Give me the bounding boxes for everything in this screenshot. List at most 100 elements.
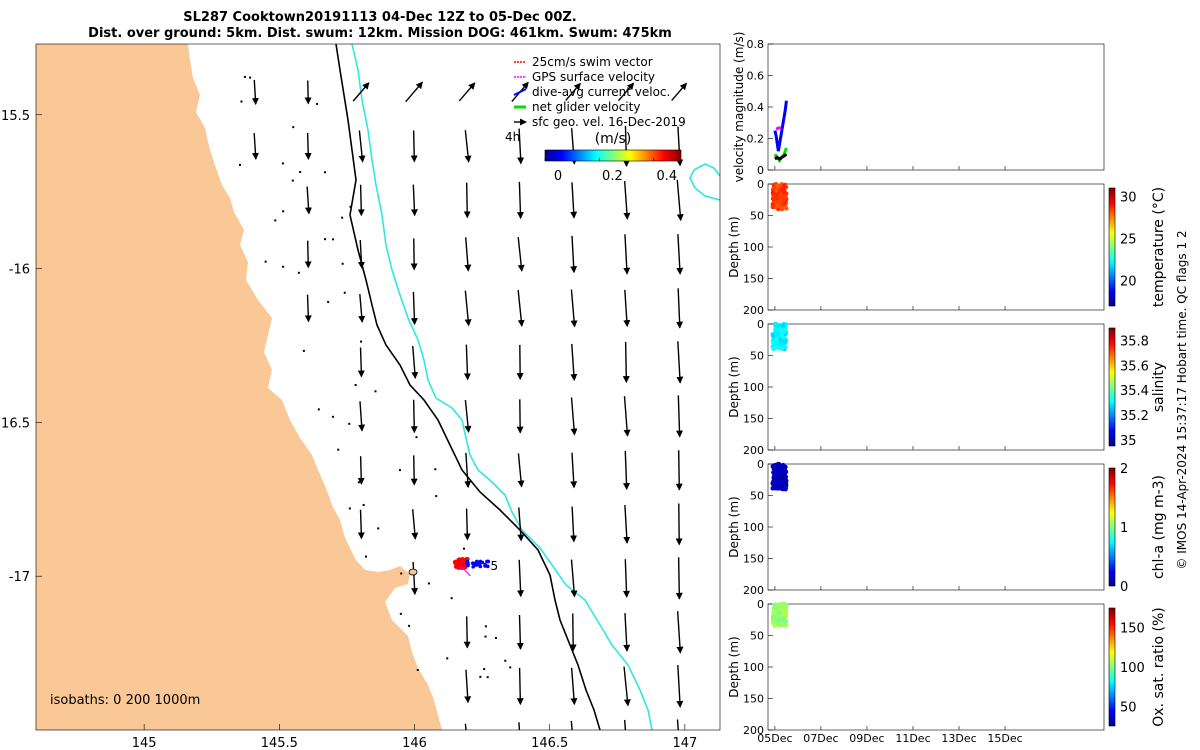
chla-profile-colorbar bbox=[1108, 467, 1116, 587]
reef-dot bbox=[462, 547, 465, 550]
colorbar-tick-label: 0.2 bbox=[602, 169, 623, 184]
profile-point bbox=[777, 345, 782, 351]
velocity-arrow bbox=[463, 182, 471, 219]
dive-avg-mark bbox=[483, 564, 487, 568]
velocity-arrow bbox=[517, 559, 525, 598]
isobath-eddy bbox=[689, 163, 720, 201]
velocity-arrow bbox=[251, 79, 259, 106]
velocity-arrow bbox=[516, 615, 524, 650]
reef-dot bbox=[400, 572, 403, 575]
velocity-arrow bbox=[304, 240, 312, 269]
temperature-profile-axes bbox=[767, 183, 1105, 311]
velocity-arrow bbox=[464, 669, 472, 704]
colorbar-tick-label: 35.2 bbox=[1120, 409, 1149, 424]
velocity-arrow bbox=[517, 507, 525, 542]
map-x-tick-label: 146 bbox=[402, 736, 427, 750]
profile-point bbox=[780, 608, 786, 613]
dive-avg-mark bbox=[478, 564, 483, 569]
depth-y-label: Depth (m) bbox=[727, 636, 741, 697]
swim-vector-mark bbox=[453, 559, 458, 565]
map-y-tick-label: 15.5 bbox=[1, 109, 30, 124]
profile-point bbox=[774, 200, 780, 205]
track-end-label: 5 bbox=[490, 559, 498, 573]
reef-dot bbox=[317, 408, 320, 411]
reef-dot bbox=[486, 676, 489, 679]
velocity-arrow bbox=[517, 289, 525, 327]
temperature-profile-colorbar bbox=[1108, 187, 1116, 307]
velocity-arrow bbox=[622, 559, 630, 598]
reef-dot bbox=[408, 624, 411, 627]
chla-profile-panel: 0 50 100 150 200 Depth (m) 2 1 0 chl-a (mg m-3) bbox=[727, 458, 1167, 597]
reef-dot bbox=[354, 383, 357, 386]
oxygen-profile-axes bbox=[767, 603, 1105, 731]
reef-islands bbox=[238, 75, 512, 679]
reef-dot bbox=[435, 495, 438, 498]
profile-point bbox=[783, 193, 788, 199]
velocity-arrow bbox=[570, 559, 578, 598]
velocity-arrow bbox=[358, 293, 366, 323]
velocity-arrow bbox=[623, 181, 631, 220]
velocity-axes bbox=[767, 43, 1105, 171]
colorbar-tick-label: 25 bbox=[1120, 233, 1137, 248]
velocity-arrow bbox=[358, 401, 366, 432]
reef-dot bbox=[484, 625, 487, 628]
reef-dot bbox=[416, 668, 419, 671]
velocity-arrow bbox=[304, 294, 312, 323]
colorbar-tick-label: 20 bbox=[1120, 275, 1137, 290]
velocity-arrow bbox=[623, 613, 631, 652]
profile-point bbox=[773, 472, 778, 478]
dive-avg-mark bbox=[470, 561, 475, 566]
velocity-arrow bbox=[623, 396, 631, 437]
velocity-arrow bbox=[570, 506, 578, 543]
dive-avg-mark bbox=[464, 561, 469, 565]
profile-point bbox=[775, 183, 780, 188]
velocity-arrow bbox=[517, 453, 525, 488]
velocity-arrow bbox=[357, 184, 365, 217]
reef-dot bbox=[281, 162, 284, 165]
credit-text: © IMOS 14-Apr-2024 15:37:17 Hobart time.… bbox=[1175, 230, 1189, 569]
velocity-arrow bbox=[623, 289, 631, 328]
velocity-arrow bbox=[570, 182, 578, 219]
velocity-arrow bbox=[464, 723, 467, 730]
profile-point bbox=[779, 621, 784, 627]
time-axis-ticks: 05Dec 07Dec 09Dec 11Dec 13Dec 15Dec bbox=[757, 166, 1023, 745]
depth-tick-label: 150 bbox=[743, 693, 764, 706]
velocity-series bbox=[775, 126, 782, 131]
reef-dot bbox=[341, 262, 344, 265]
velocity-arrow bbox=[411, 509, 419, 540]
colorbar-tick-label: 1 bbox=[1120, 521, 1128, 536]
profile-point bbox=[775, 477, 780, 483]
profile-point bbox=[773, 188, 779, 193]
profile-point bbox=[771, 333, 776, 338]
velocity-arrow bbox=[357, 509, 365, 540]
depth-tick-label: 100 bbox=[743, 521, 764, 534]
isobaths-note: isobaths: 0 200 1000m bbox=[50, 693, 200, 708]
reef-dot bbox=[337, 448, 340, 451]
velocity-arrow bbox=[410, 399, 418, 434]
reef-dot bbox=[292, 126, 295, 129]
geo-velocity-vectors bbox=[251, 79, 688, 730]
profile-point bbox=[782, 485, 788, 490]
velocity-arrow bbox=[463, 344, 471, 381]
velocity-arrow bbox=[517, 236, 525, 272]
profile-point bbox=[780, 197, 786, 202]
map-y-ticks: 15.5 -16 16.5 -17 bbox=[1, 109, 42, 585]
reef-dot bbox=[291, 179, 294, 182]
map-x-ticks: 145 145.5 146 146.5 147 bbox=[132, 724, 697, 750]
time-tick-label: 11Dec bbox=[895, 732, 930, 745]
profile-point bbox=[783, 328, 788, 334]
velocity-arrow bbox=[357, 240, 365, 269]
reef-dot bbox=[299, 170, 302, 173]
chart-title-line1: SL287 Cooktown20191113 04-Dec 12Z to 05-… bbox=[183, 10, 577, 25]
reef-dot bbox=[348, 422, 351, 425]
reef-dot bbox=[243, 75, 246, 78]
colorbar-tick-label: 0 bbox=[554, 169, 562, 184]
temperature-profile-color-label: temperature (°C) bbox=[1151, 187, 1167, 307]
profile-point bbox=[782, 601, 788, 607]
velocity-arrow bbox=[623, 505, 631, 544]
velocity-arrow bbox=[411, 561, 419, 596]
island bbox=[408, 568, 418, 576]
profile-point bbox=[778, 328, 783, 333]
velocity-arrow bbox=[676, 288, 684, 329]
legend-label: GPS surface velocity bbox=[532, 70, 655, 84]
